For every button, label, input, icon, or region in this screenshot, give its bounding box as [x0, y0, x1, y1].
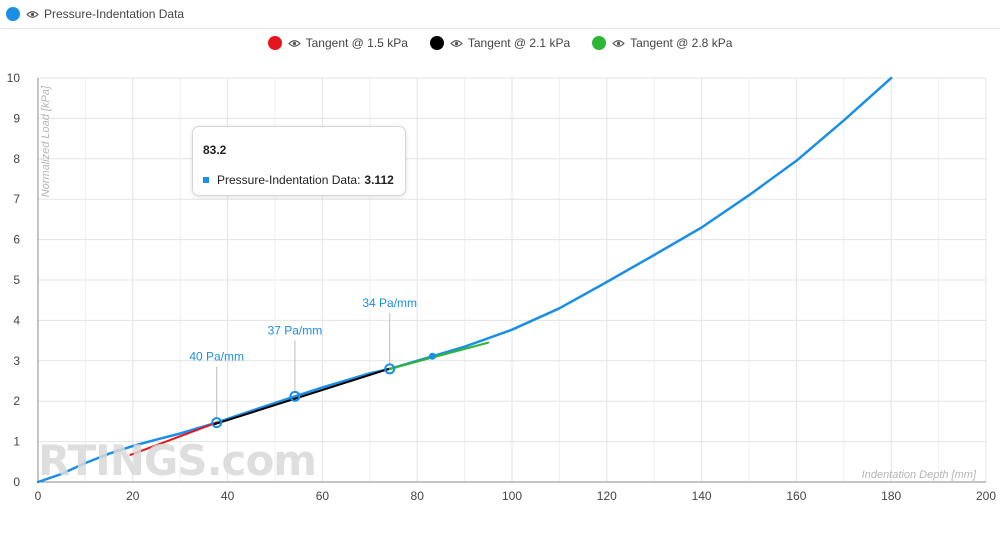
tangent-marker	[384, 363, 396, 375]
rtings-watermark: RTINGS.com	[38, 436, 317, 485]
y-tick-label: 7	[13, 192, 20, 206]
tangent-2-8-line	[388, 341, 490, 370]
x-tick-label: 200	[976, 489, 996, 503]
y-tick-label: 9	[13, 111, 20, 125]
y-tick-label: 0	[13, 475, 20, 489]
y-tick-label: 8	[13, 152, 20, 166]
x-tick-label: 120	[597, 489, 617, 503]
legend-item-tangent-2-1[interactable]: Tangent @ 2.1 kPa	[429, 36, 571, 50]
y-tick-label: 6	[13, 233, 20, 247]
legend-item-pressure-indentation[interactable]: Pressure-Indentation Data	[6, 7, 184, 21]
x-axis-title: Indentation Depth [mm]	[862, 469, 977, 481]
eye-icon[interactable]	[26, 10, 39, 19]
tooltip-x-value: 83.2	[203, 143, 227, 157]
tangent-legend: Tangent @ 1.5 kPa Tangent @ 2.1 kPa Tang…	[0, 34, 1000, 52]
series-color-dot-icon	[429, 36, 444, 50]
legend-label: Tangent @ 2.8 kPa	[630, 36, 733, 50]
y-tick-label: 5	[13, 273, 20, 287]
legend-label: Tangent @ 2.1 kPa	[467, 36, 571, 50]
x-tick-label: 180	[881, 489, 901, 503]
slope-label: 40 Pa/mm	[189, 350, 244, 364]
series-color-dot-icon	[267, 36, 282, 50]
y-tick-label: 4	[13, 313, 20, 327]
hover-point	[428, 352, 436, 360]
tangent-marker	[211, 417, 223, 429]
tangent-2-1-line	[212, 367, 390, 426]
x-tick-label: 140	[692, 489, 712, 503]
x-tick-label: 0	[35, 489, 42, 503]
y-tick-label: 1	[13, 435, 20, 449]
slope-label: 34 Pa/mm	[362, 296, 417, 310]
tangent-1-5-line	[129, 421, 218, 456]
legend-item-tangent-1-5[interactable]: Tangent @ 1.5 kPa	[267, 36, 408, 50]
x-tick-label: 160	[786, 489, 806, 503]
tooltip-y-value: 3.112	[364, 173, 394, 187]
series-color-dot-icon	[592, 36, 607, 50]
x-tick-label: 80	[411, 489, 425, 503]
hover-tooltip: 83.2 Pressure-Indentation Data: 3.112	[192, 126, 406, 196]
x-tick-label: 20	[126, 489, 140, 503]
x-tick-label: 40	[221, 489, 235, 503]
eye-icon[interactable]	[287, 39, 301, 48]
legend-item-tangent-2-8[interactable]: Tangent @ 2.8 kPa	[592, 36, 732, 50]
y-axis-title: Normalized Load [kPa]	[40, 85, 52, 197]
eye-icon[interactable]	[612, 39, 625, 48]
legend-label: Pressure-Indentation Data	[44, 7, 185, 21]
main-legend: Pressure-Indentation Data	[0, 0, 1000, 29]
y-tick-label: 2	[13, 394, 20, 408]
legend-label: Tangent @ 1.5 kPa	[305, 36, 408, 50]
eye-icon[interactable]	[450, 39, 463, 48]
slope-label: 37 Pa/mm	[268, 323, 323, 337]
tangent-marker	[289, 390, 301, 402]
x-tick-label: 100	[502, 489, 522, 503]
x-tick-label: 60	[316, 489, 330, 503]
y-tick-label: 10	[7, 71, 21, 85]
tooltip-series-label: Pressure-Indentation Data:	[217, 173, 361, 187]
series-swatch-icon	[203, 177, 209, 183]
tooltip-row: Pressure-Indentation Data: 3.112	[203, 173, 394, 187]
y-tick-label: 3	[13, 354, 20, 368]
series-color-dot-icon	[6, 7, 20, 21]
